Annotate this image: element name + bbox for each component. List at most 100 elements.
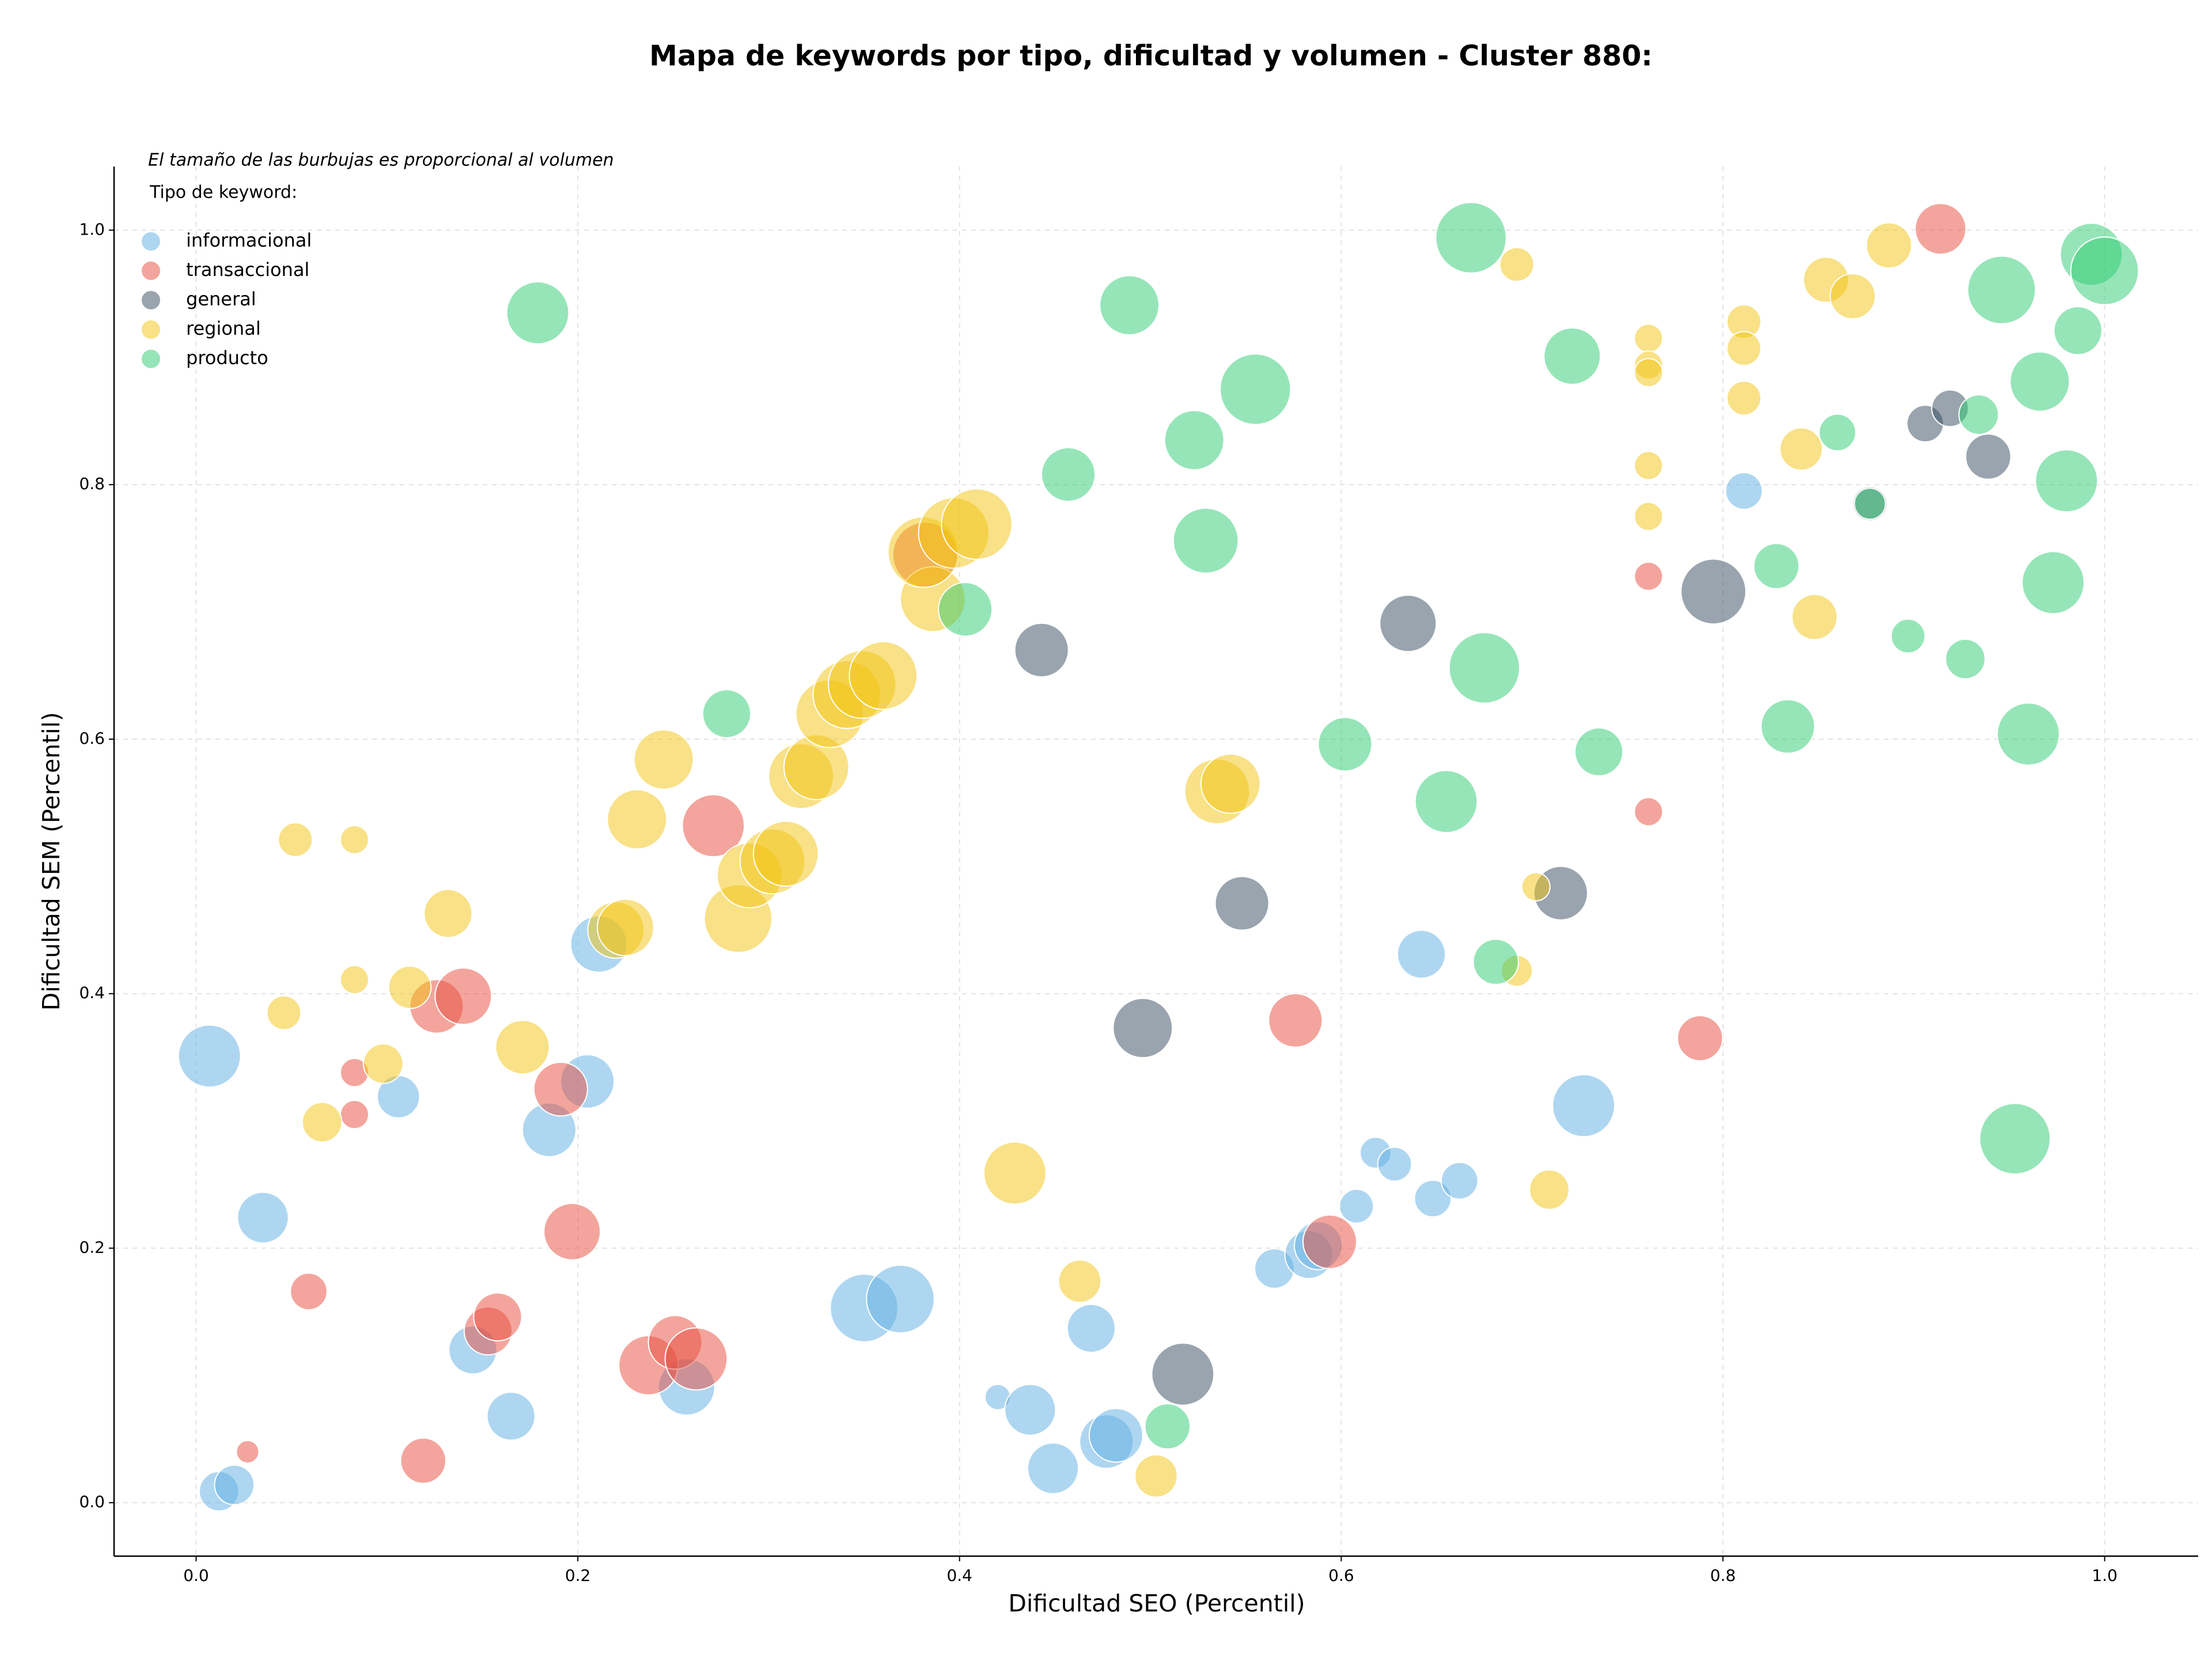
x-tick-label: 0.0 — [183, 1566, 209, 1585]
bubble — [1945, 638, 1986, 680]
legend-marker — [141, 319, 161, 340]
legend-marker — [141, 260, 161, 281]
bubble — [473, 1292, 522, 1342]
bubble — [214, 1465, 255, 1505]
bubble — [1979, 1103, 2051, 1175]
legend-label: regional — [186, 317, 261, 339]
x-tick-label: 0.6 — [1328, 1566, 1354, 1585]
bubble — [1753, 543, 1800, 589]
bubble — [1435, 202, 1507, 274]
bubble — [1634, 323, 1664, 353]
bubble — [1448, 632, 1521, 704]
bubble — [1058, 1259, 1102, 1303]
bubble — [1088, 1408, 1143, 1463]
bubble — [1634, 797, 1664, 827]
y-tick-label: 0.2 — [79, 1238, 105, 1257]
bubble — [362, 1043, 404, 1084]
legend-label: producto — [186, 347, 268, 369]
y-tick-label: 0.4 — [79, 983, 105, 1002]
bubble — [1958, 394, 1999, 436]
x-tick-label: 1.0 — [2092, 1566, 2118, 1585]
bubble — [339, 1100, 369, 1130]
bubbles — [177, 202, 2139, 1512]
bubble — [1151, 1342, 1215, 1406]
bubble — [1574, 727, 1624, 777]
bubble — [236, 1440, 260, 1464]
bubble — [1965, 433, 2012, 480]
bubble — [543, 1202, 601, 1261]
bubble — [1317, 717, 1373, 772]
legend-title: Tipo de keyword: — [149, 183, 297, 203]
bubble — [301, 1102, 343, 1143]
bubble — [633, 729, 694, 790]
bubble — [278, 822, 313, 857]
bubble — [506, 281, 570, 345]
bubble — [1112, 997, 1173, 1058]
legend-marker — [141, 349, 161, 369]
bubble — [1339, 1189, 1374, 1224]
bubble — [1396, 929, 1446, 979]
bubble — [1041, 447, 1096, 502]
bubble — [1004, 1383, 1056, 1436]
bubble — [1830, 273, 1876, 320]
bubble — [1634, 358, 1664, 388]
bubble — [1014, 622, 1069, 678]
x-tick-label: 0.8 — [1710, 1566, 1736, 1585]
bubble — [1379, 594, 1437, 652]
bubble — [1634, 501, 1664, 531]
bubble — [339, 964, 369, 994]
bubble — [1726, 380, 1762, 416]
axes: 0.0 0.2 0.4 0.6 0.8 1.0 0.0 0.2 0.4 0.6 0.8 1.0 — [79, 167, 2198, 1585]
bubble — [1791, 593, 1838, 641]
bubble — [339, 824, 369, 854]
bubble — [2053, 306, 2103, 355]
bubble — [1302, 1214, 1358, 1269]
bubble — [266, 995, 302, 1031]
bubble — [1440, 1161, 1479, 1200]
bubble — [702, 689, 752, 739]
bubble — [866, 1265, 935, 1334]
bubble — [1027, 1442, 1080, 1494]
bubble — [1099, 275, 1160, 336]
legend-marker — [141, 290, 161, 311]
size-note: El tamaño de las burbujas es proporciona… — [148, 150, 614, 171]
bubble — [177, 1024, 241, 1088]
legend-label: informacional — [186, 229, 312, 251]
bubble — [533, 1061, 588, 1117]
bubble — [423, 888, 473, 939]
bubble — [664, 1327, 728, 1391]
bubble — [388, 965, 432, 1009]
bubble — [1760, 699, 1816, 754]
bubble — [290, 1272, 328, 1311]
bubble — [1854, 487, 1887, 520]
bubble — [1219, 353, 1291, 425]
bubble — [400, 1437, 446, 1484]
bubble — [938, 582, 993, 637]
bubble — [434, 967, 493, 1026]
bubble — [1521, 872, 1551, 902]
bubble — [1914, 203, 1967, 255]
bubble — [607, 789, 668, 850]
bubble — [1414, 1179, 1452, 1218]
x-axis-label: Dificultad SEO (Percentil) — [1008, 1590, 1305, 1617]
bubble — [752, 820, 819, 887]
bubble — [495, 1019, 550, 1075]
bubble — [1779, 427, 1823, 471]
bubble — [681, 794, 745, 858]
bubble — [983, 1141, 1047, 1205]
bubble — [2021, 551, 2085, 615]
grid — [114, 167, 2198, 1556]
bubble — [1552, 1074, 1616, 1137]
bubble — [2035, 449, 2099, 513]
bubble — [1725, 472, 1763, 510]
y-tick-label: 0.0 — [79, 1492, 105, 1511]
bubble — [1543, 327, 1601, 385]
y-tick-label: 0.6 — [79, 729, 105, 748]
y-axis-label: Dificultad SEM (Percentil) — [37, 712, 65, 1011]
bubble — [941, 488, 1013, 560]
bubble — [1164, 410, 1225, 471]
bubble — [486, 1391, 536, 1441]
chart-title: Mapa de keywords por tipo, dificultad y … — [649, 40, 1653, 73]
